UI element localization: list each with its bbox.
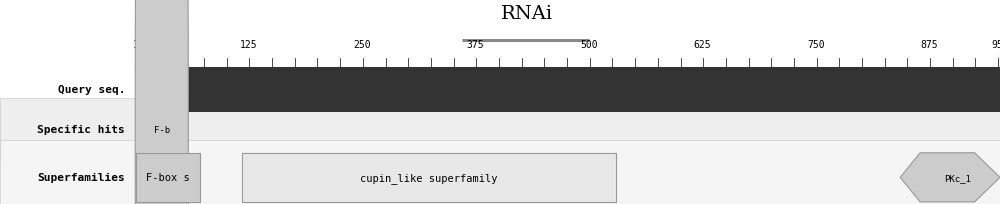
Text: 1: 1 bbox=[133, 40, 139, 50]
Text: 953: 953 bbox=[991, 40, 1000, 50]
Bar bbox=[0, 99, 1000, 160]
Bar bbox=[242, 153, 616, 202]
Text: 625: 625 bbox=[693, 40, 711, 50]
Text: F-box s: F-box s bbox=[146, 173, 190, 182]
Text: cupin_like superfamily: cupin_like superfamily bbox=[360, 172, 498, 183]
Polygon shape bbox=[900, 153, 1000, 202]
Text: PKc_1: PKc_1 bbox=[944, 173, 971, 182]
Text: 750: 750 bbox=[807, 40, 825, 50]
Text: 500: 500 bbox=[580, 40, 598, 50]
Text: 250: 250 bbox=[353, 40, 371, 50]
Text: Superfamilies: Superfamilies bbox=[37, 173, 125, 182]
Text: F-b: F-b bbox=[154, 125, 170, 134]
Text: RNAi: RNAi bbox=[501, 5, 553, 23]
Bar bbox=[136, 153, 200, 202]
Text: 125: 125 bbox=[240, 40, 257, 50]
FancyBboxPatch shape bbox=[135, 0, 188, 204]
Text: Specific hits: Specific hits bbox=[37, 125, 125, 134]
Bar bbox=[0, 141, 1000, 204]
Bar bbox=[136, 67, 1000, 112]
Text: Query seq.: Query seq. bbox=[58, 85, 125, 95]
Text: 875: 875 bbox=[920, 40, 938, 50]
Text: 375: 375 bbox=[467, 40, 484, 50]
